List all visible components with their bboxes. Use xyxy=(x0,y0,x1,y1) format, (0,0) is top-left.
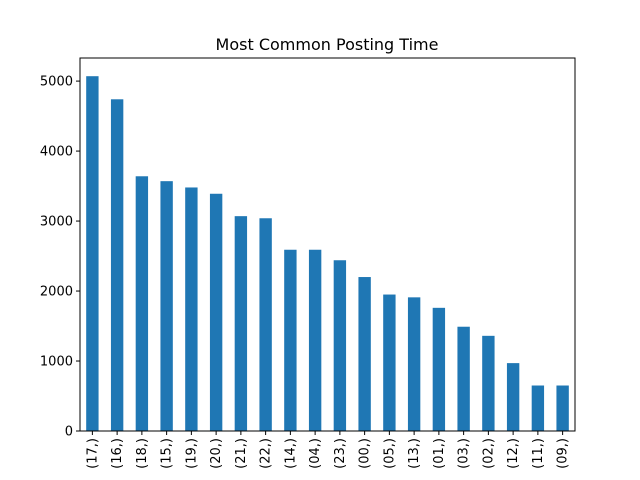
bar-19 xyxy=(556,385,569,431)
y-tick-label-2: 2000 xyxy=(40,285,73,300)
x-tick-label-4: (19,) xyxy=(184,438,199,469)
bar-12 xyxy=(383,294,396,431)
bars-group xyxy=(86,76,569,431)
x-tick-label-16: (02,) xyxy=(481,438,496,469)
bar-2 xyxy=(135,176,149,431)
x-tick-label-8: (14,) xyxy=(283,438,298,469)
bar-8 xyxy=(284,249,297,431)
bar-9 xyxy=(308,249,322,431)
bar-14 xyxy=(432,307,446,431)
x-tick-label-0: (17,) xyxy=(85,438,100,469)
y-tick-label-1: 1000 xyxy=(40,355,73,370)
bar-18 xyxy=(531,385,545,431)
bar-5 xyxy=(209,193,223,431)
y-tick-label-4: 4000 xyxy=(40,145,73,160)
x-tick-label-13: (13,) xyxy=(407,438,422,469)
x-tick-label-6: (21,) xyxy=(234,438,249,469)
x-tick-label-12: (05,) xyxy=(382,438,397,469)
x-tick-label-9: (04,) xyxy=(308,438,323,469)
x-tick-label-1: (16,) xyxy=(110,438,125,469)
x-tick-label-10: (23,) xyxy=(333,438,348,469)
x-axis: (17,) (16,) (18,) (15,) (19,) (20,) (21,) (22,)… xyxy=(85,431,571,469)
bar-13 xyxy=(407,297,421,431)
x-tick-label-7: (22,) xyxy=(259,438,274,469)
bar-3 xyxy=(160,181,173,431)
bar-16 xyxy=(482,335,495,431)
x-tick-label-3: (15,) xyxy=(160,438,175,469)
y-tick-label-5: 5000 xyxy=(40,75,73,90)
bar-11 xyxy=(358,277,371,431)
y-axis: 0 1000 2000 3000 4000 5000 xyxy=(40,75,80,440)
chart-title: Most Common Posting Time xyxy=(216,35,439,54)
bar-0 xyxy=(86,76,99,431)
x-tick-label-18: (11,) xyxy=(531,438,546,469)
x-tick-label-19: (09,) xyxy=(556,438,571,469)
bar-17 xyxy=(506,363,520,431)
x-tick-label-17: (12,) xyxy=(506,438,521,469)
x-tick-label-15: (03,) xyxy=(457,438,472,469)
y-tick-label-3: 3000 xyxy=(40,215,73,230)
bar-15 xyxy=(457,326,470,431)
plot-frame xyxy=(79,57,576,432)
x-tick-label-5: (20,) xyxy=(209,438,224,469)
x-tick-label-14: (01,) xyxy=(432,438,447,469)
x-tick-label-11: (00,) xyxy=(358,438,373,469)
bar-6 xyxy=(234,216,248,431)
bar-7 xyxy=(259,218,272,431)
bar-1 xyxy=(110,99,124,431)
bar-10 xyxy=(333,260,347,431)
y-tick-label-0: 0 xyxy=(65,425,73,440)
bar-4 xyxy=(185,187,198,431)
x-tick-label-2: (18,) xyxy=(135,438,150,469)
